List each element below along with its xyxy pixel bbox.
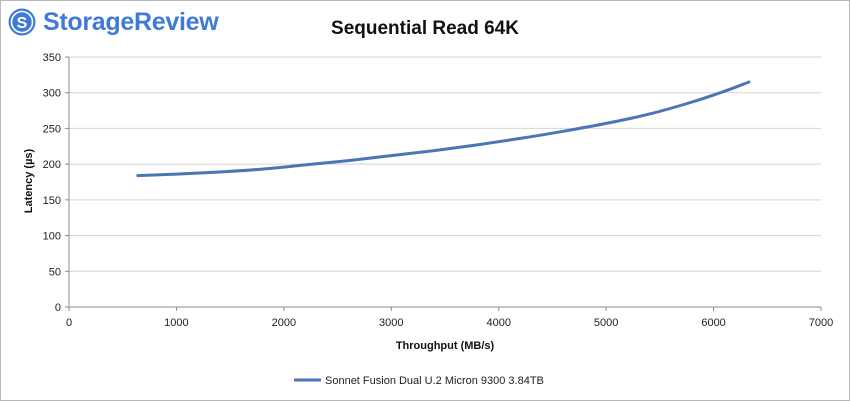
storagereview-badge-icon: S [8,8,36,36]
x-axis-title: Throughput (MB/s) [396,340,495,352]
y-tick-label-350: 350 [43,52,61,64]
y-tick-labels: 0 50 100 150 200 250 300 350 [43,52,61,314]
y-tick-label-100: 100 [43,231,61,243]
gridlines [69,56,821,272]
legend-label-0: Sonnet Fusion Dual U.2 Micron 9300 3.84T… [325,375,544,387]
x-tick-label-6000: 6000 [701,317,725,329]
x-tick-label-5000: 5000 [594,317,618,329]
y-tick-label-250: 250 [43,123,61,135]
svg-text:S: S [17,15,28,32]
x-tick-label-3000: 3000 [379,317,403,329]
chart-title: Sequential Read 64K [331,18,519,39]
x-tick-label-2000: 2000 [272,317,296,329]
x-tick-labels: 0 1000 2000 3000 4000 5000 6000 7000 [66,317,833,329]
y-tick-label-300: 300 [43,88,61,100]
series-line-0 [136,80,751,178]
brand-name: StorageReview [43,7,219,36]
y-axis-title: Latency (µs) [23,148,35,213]
y-tick-label-150: 150 [43,195,61,207]
y-tick-label-50: 50 [49,266,61,278]
y-tick-label-200: 200 [43,159,61,171]
axes [65,56,822,311]
x-tick-label-1000: 1000 [164,317,188,329]
x-tick-label-4000: 4000 [486,317,510,329]
y-tick-label-0: 0 [55,302,61,314]
legend: Sonnet Fusion Dual U.2 Micron 9300 3.84T… [294,375,544,387]
series-lines [136,80,751,178]
brand-logo: S StorageReview [7,5,219,39]
x-tick-label-0: 0 [66,317,72,329]
x-tick-label-7000: 7000 [809,317,833,329]
